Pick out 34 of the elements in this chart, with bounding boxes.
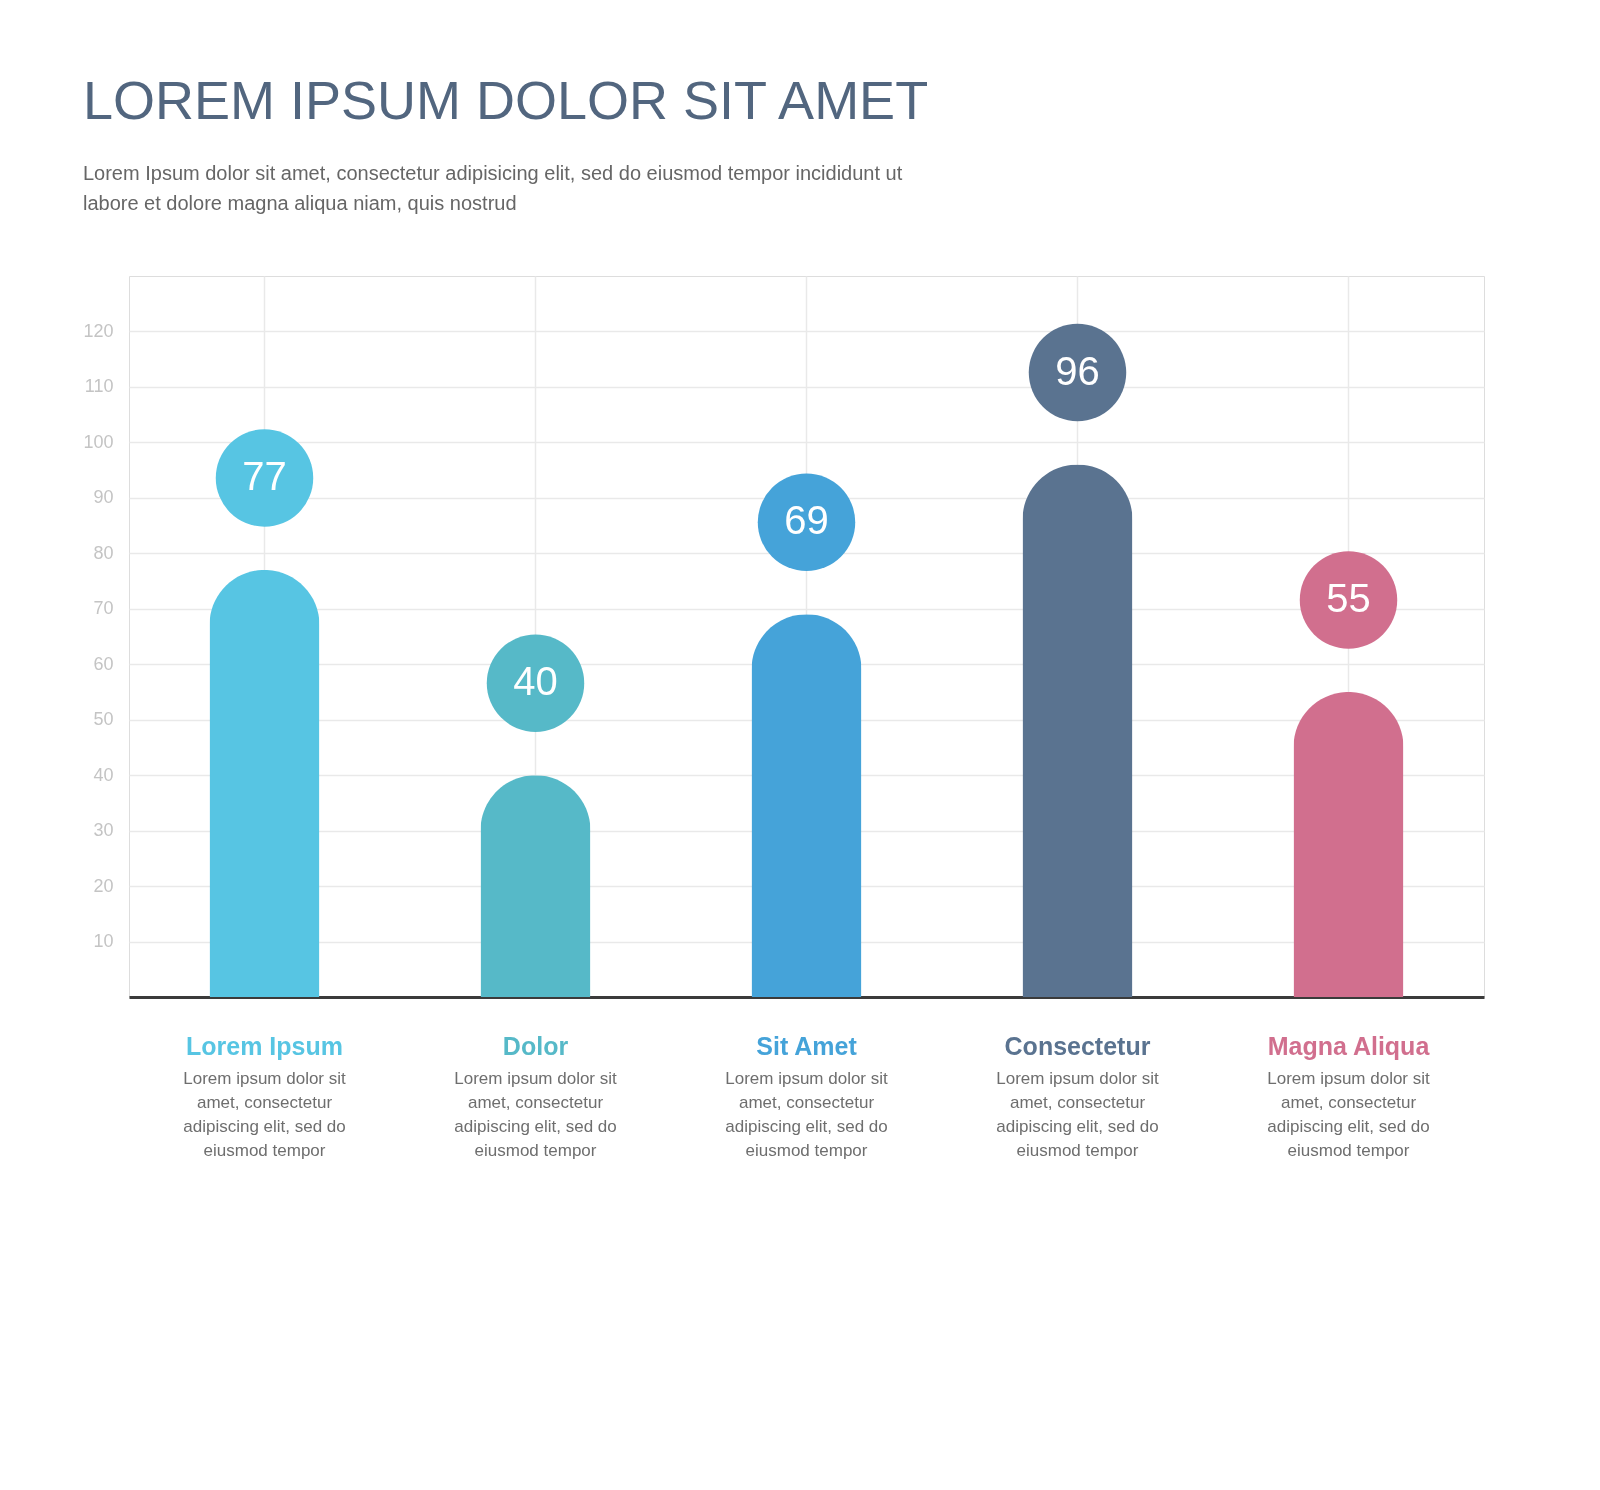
- text: Lorem ipsum dolor sit amet, consectetur adipiscing elit, sed do eiusmod tempor: [454, 1069, 618, 1160]
- y-tick-label: 120: [83, 320, 114, 341]
- data-label: 55: [1326, 575, 1371, 620]
- y-tick-label: 60: [93, 653, 114, 674]
- y-tick-label: 100: [83, 431, 114, 452]
- y-tick-label: 40: [93, 764, 114, 785]
- y-tick-label: 70: [93, 598, 114, 619]
- y-tick-label: 20: [93, 875, 114, 896]
- text: Lorem ipsum dolor sit amet, consectetur adipiscing elit, sed do eiusmod tempor: [996, 1069, 1160, 1160]
- bar: [1293, 691, 1404, 997]
- y-tick-label: 110: [84, 376, 114, 397]
- y-tick-label: 80: [93, 542, 114, 563]
- x-tick-label: Sit Amet: [756, 1032, 858, 1060]
- x-tick-label: Magna Aliqua: [1267, 1032, 1431, 1060]
- y-tick-label: 50: [93, 709, 114, 730]
- bar: [751, 614, 862, 997]
- data-label: 77: [242, 453, 287, 498]
- x-tick-label: Dolor: [502, 1032, 569, 1060]
- y-tick-label: 10: [93, 931, 114, 952]
- chart-subtitle: Lorem Ipsum dolor sit amet, consectetur adipisicing elit, sed do eiusmod tempor incididunt ut labore et dolore magna aliqua niam, quis nostrud: [82, 162, 903, 214]
- bar: [1022, 464, 1133, 997]
- data-label: 40: [513, 659, 558, 704]
- y-tick-label: 90: [93, 487, 114, 508]
- text: Lorem ipsum dolor sit amet, consectetur adipiscing elit, sed do eiusmod tempor: [725, 1069, 889, 1160]
- text: Lorem ipsum dolor sit amet, consectetur adipiscing elit, sed do eiusmod tempor: [1267, 1069, 1431, 1160]
- chart-title: LOREM IPSUM DOLOR SIT AMET: [82, 70, 929, 130]
- bar: [209, 569, 320, 997]
- text: Lorem ipsum dolor sit amet, consectetur adipiscing elit, sed do eiusmod tempor: [183, 1069, 347, 1160]
- bar: [480, 775, 591, 997]
- y-tick-label: 30: [93, 820, 114, 841]
- x-tick-label: Lorem Ipsum: [186, 1032, 343, 1060]
- data-label: 69: [784, 498, 829, 543]
- x-tick-label: Consectetur: [1004, 1032, 1151, 1060]
- data-label: 96: [1055, 348, 1100, 393]
